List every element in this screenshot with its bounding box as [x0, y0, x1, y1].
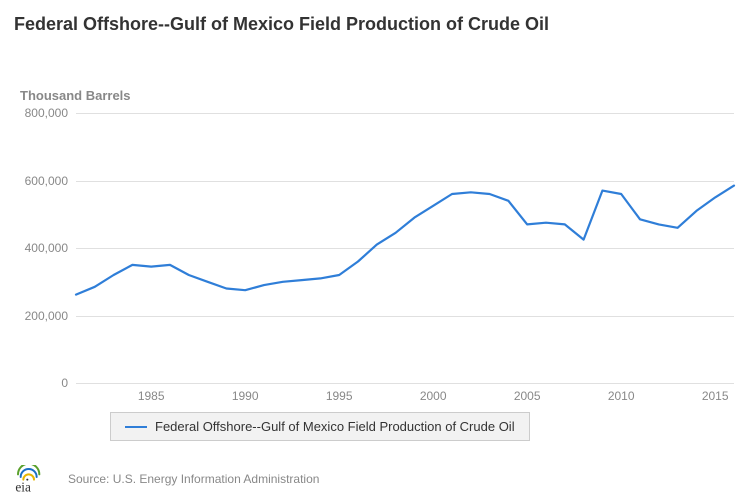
xtick-label: 1990: [232, 389, 259, 403]
footer: eia Source: U.S. Energy Information Admi…: [14, 465, 319, 493]
ytick-label: 800,000: [25, 106, 68, 120]
legend: Federal Offshore--Gulf of Mexico Field P…: [110, 412, 530, 441]
xtick-label: 1985: [138, 389, 165, 403]
legend-swatch: [125, 426, 147, 428]
ytick-labels: 0200,000400,000600,000800,000: [0, 113, 68, 383]
ytick-label: 200,000: [25, 309, 68, 323]
chart-area: [76, 113, 734, 383]
source-text: Source: U.S. Energy Information Administ…: [68, 472, 319, 486]
yaxis-title: Thousand Barrels: [20, 88, 131, 103]
xtick-labels: 1985 1990 1995 2000 2005 2010 2015: [76, 389, 734, 409]
ytick-label: 400,000: [25, 241, 68, 255]
ytick-label: 600,000: [25, 174, 68, 188]
eia-logo-text: eia: [15, 480, 31, 493]
legend-label: Federal Offshore--Gulf of Mexico Field P…: [155, 419, 515, 434]
xtick-label: 2000: [420, 389, 447, 403]
line-plot: [76, 113, 734, 383]
eia-logo: eia: [14, 465, 54, 493]
xtick-label: 2005: [514, 389, 541, 403]
ytick-label: 0: [61, 376, 68, 390]
chart-title: Federal Offshore--Gulf of Mexico Field P…: [0, 0, 754, 35]
xtick-label: 2010: [608, 389, 635, 403]
xtick-label: 2015: [702, 389, 729, 403]
xtick-label: 1995: [326, 389, 353, 403]
